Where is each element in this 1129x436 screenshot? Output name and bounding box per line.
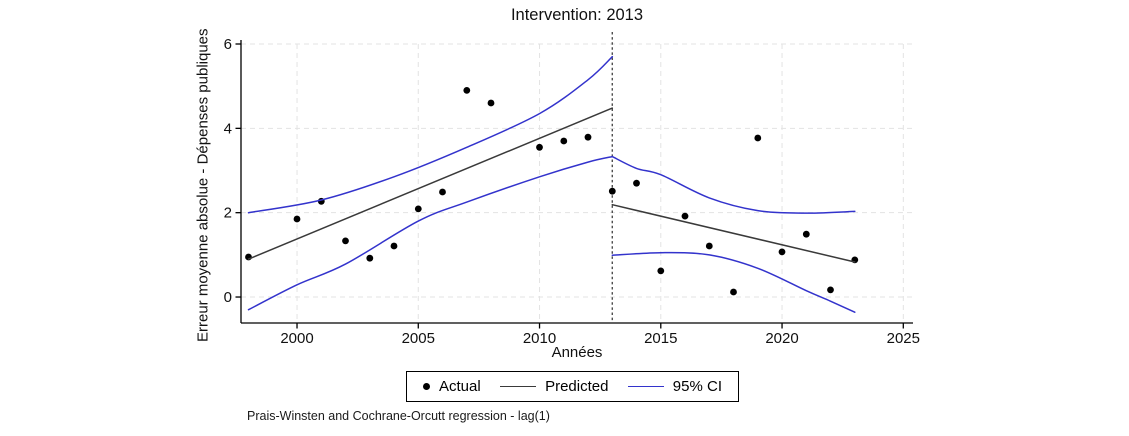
legend-label-predicted: Predicted <box>545 378 609 395</box>
chart-title: Intervention: 2013 <box>510 6 644 24</box>
x-tick-label: 2000 <box>280 330 313 347</box>
actual-point <box>414 205 422 213</box>
legend-item-ci: 95% CI <box>627 378 722 395</box>
y-tick-label: 0 <box>224 289 232 306</box>
actual-point <box>802 230 810 238</box>
actual-point <box>754 134 762 142</box>
legend-item-predicted: Predicted <box>500 378 608 395</box>
actual-point <box>560 137 568 145</box>
y-tick-label: 4 <box>224 120 232 137</box>
footnote: Prais-Winsten and Cochrane-Orcutt regres… <box>247 409 550 423</box>
x-tick-label: 2025 <box>887 330 920 347</box>
x-tick-label: 2020 <box>765 330 798 347</box>
actual-marker-icon <box>423 383 430 390</box>
ci-line <box>611 251 856 313</box>
predicted-line-icon <box>500 386 537 387</box>
actual-point <box>681 212 689 220</box>
legend-label-actual: Actual <box>439 378 481 395</box>
x-tick-label: 2015 <box>644 330 677 347</box>
x-tick-label: 2010 <box>523 330 556 347</box>
legend-label-ci: 95% CI <box>672 378 722 395</box>
x-axis-label: Années <box>551 344 603 361</box>
ci-line <box>247 155 614 311</box>
ci-line-icon <box>627 386 664 387</box>
predicted-line <box>611 203 856 263</box>
actual-point <box>608 187 616 195</box>
actual-point <box>366 254 374 262</box>
actual-point <box>705 242 713 250</box>
actual-point <box>390 242 398 250</box>
actual-point <box>657 267 665 275</box>
predicted-line <box>247 107 614 260</box>
actual-point <box>439 188 446 196</box>
actual-point <box>293 215 301 223</box>
actual-point <box>487 99 495 107</box>
ci-line <box>247 55 614 214</box>
ci-line <box>611 155 856 214</box>
actual-point <box>827 286 834 294</box>
actual-point <box>778 248 786 256</box>
actual-point <box>584 133 592 141</box>
actual-point <box>633 179 640 187</box>
actual-point <box>342 237 349 245</box>
x-tick-label: 2005 <box>402 330 435 347</box>
legend: Actual Predicted 95% CI <box>406 371 739 402</box>
y-tick-label: 2 <box>224 205 232 222</box>
actual-point <box>730 288 737 296</box>
y-tick-label: 6 <box>224 36 232 53</box>
actual-point <box>463 87 471 94</box>
actual-point <box>536 143 543 151</box>
legend-item-actual: Actual <box>423 378 481 395</box>
